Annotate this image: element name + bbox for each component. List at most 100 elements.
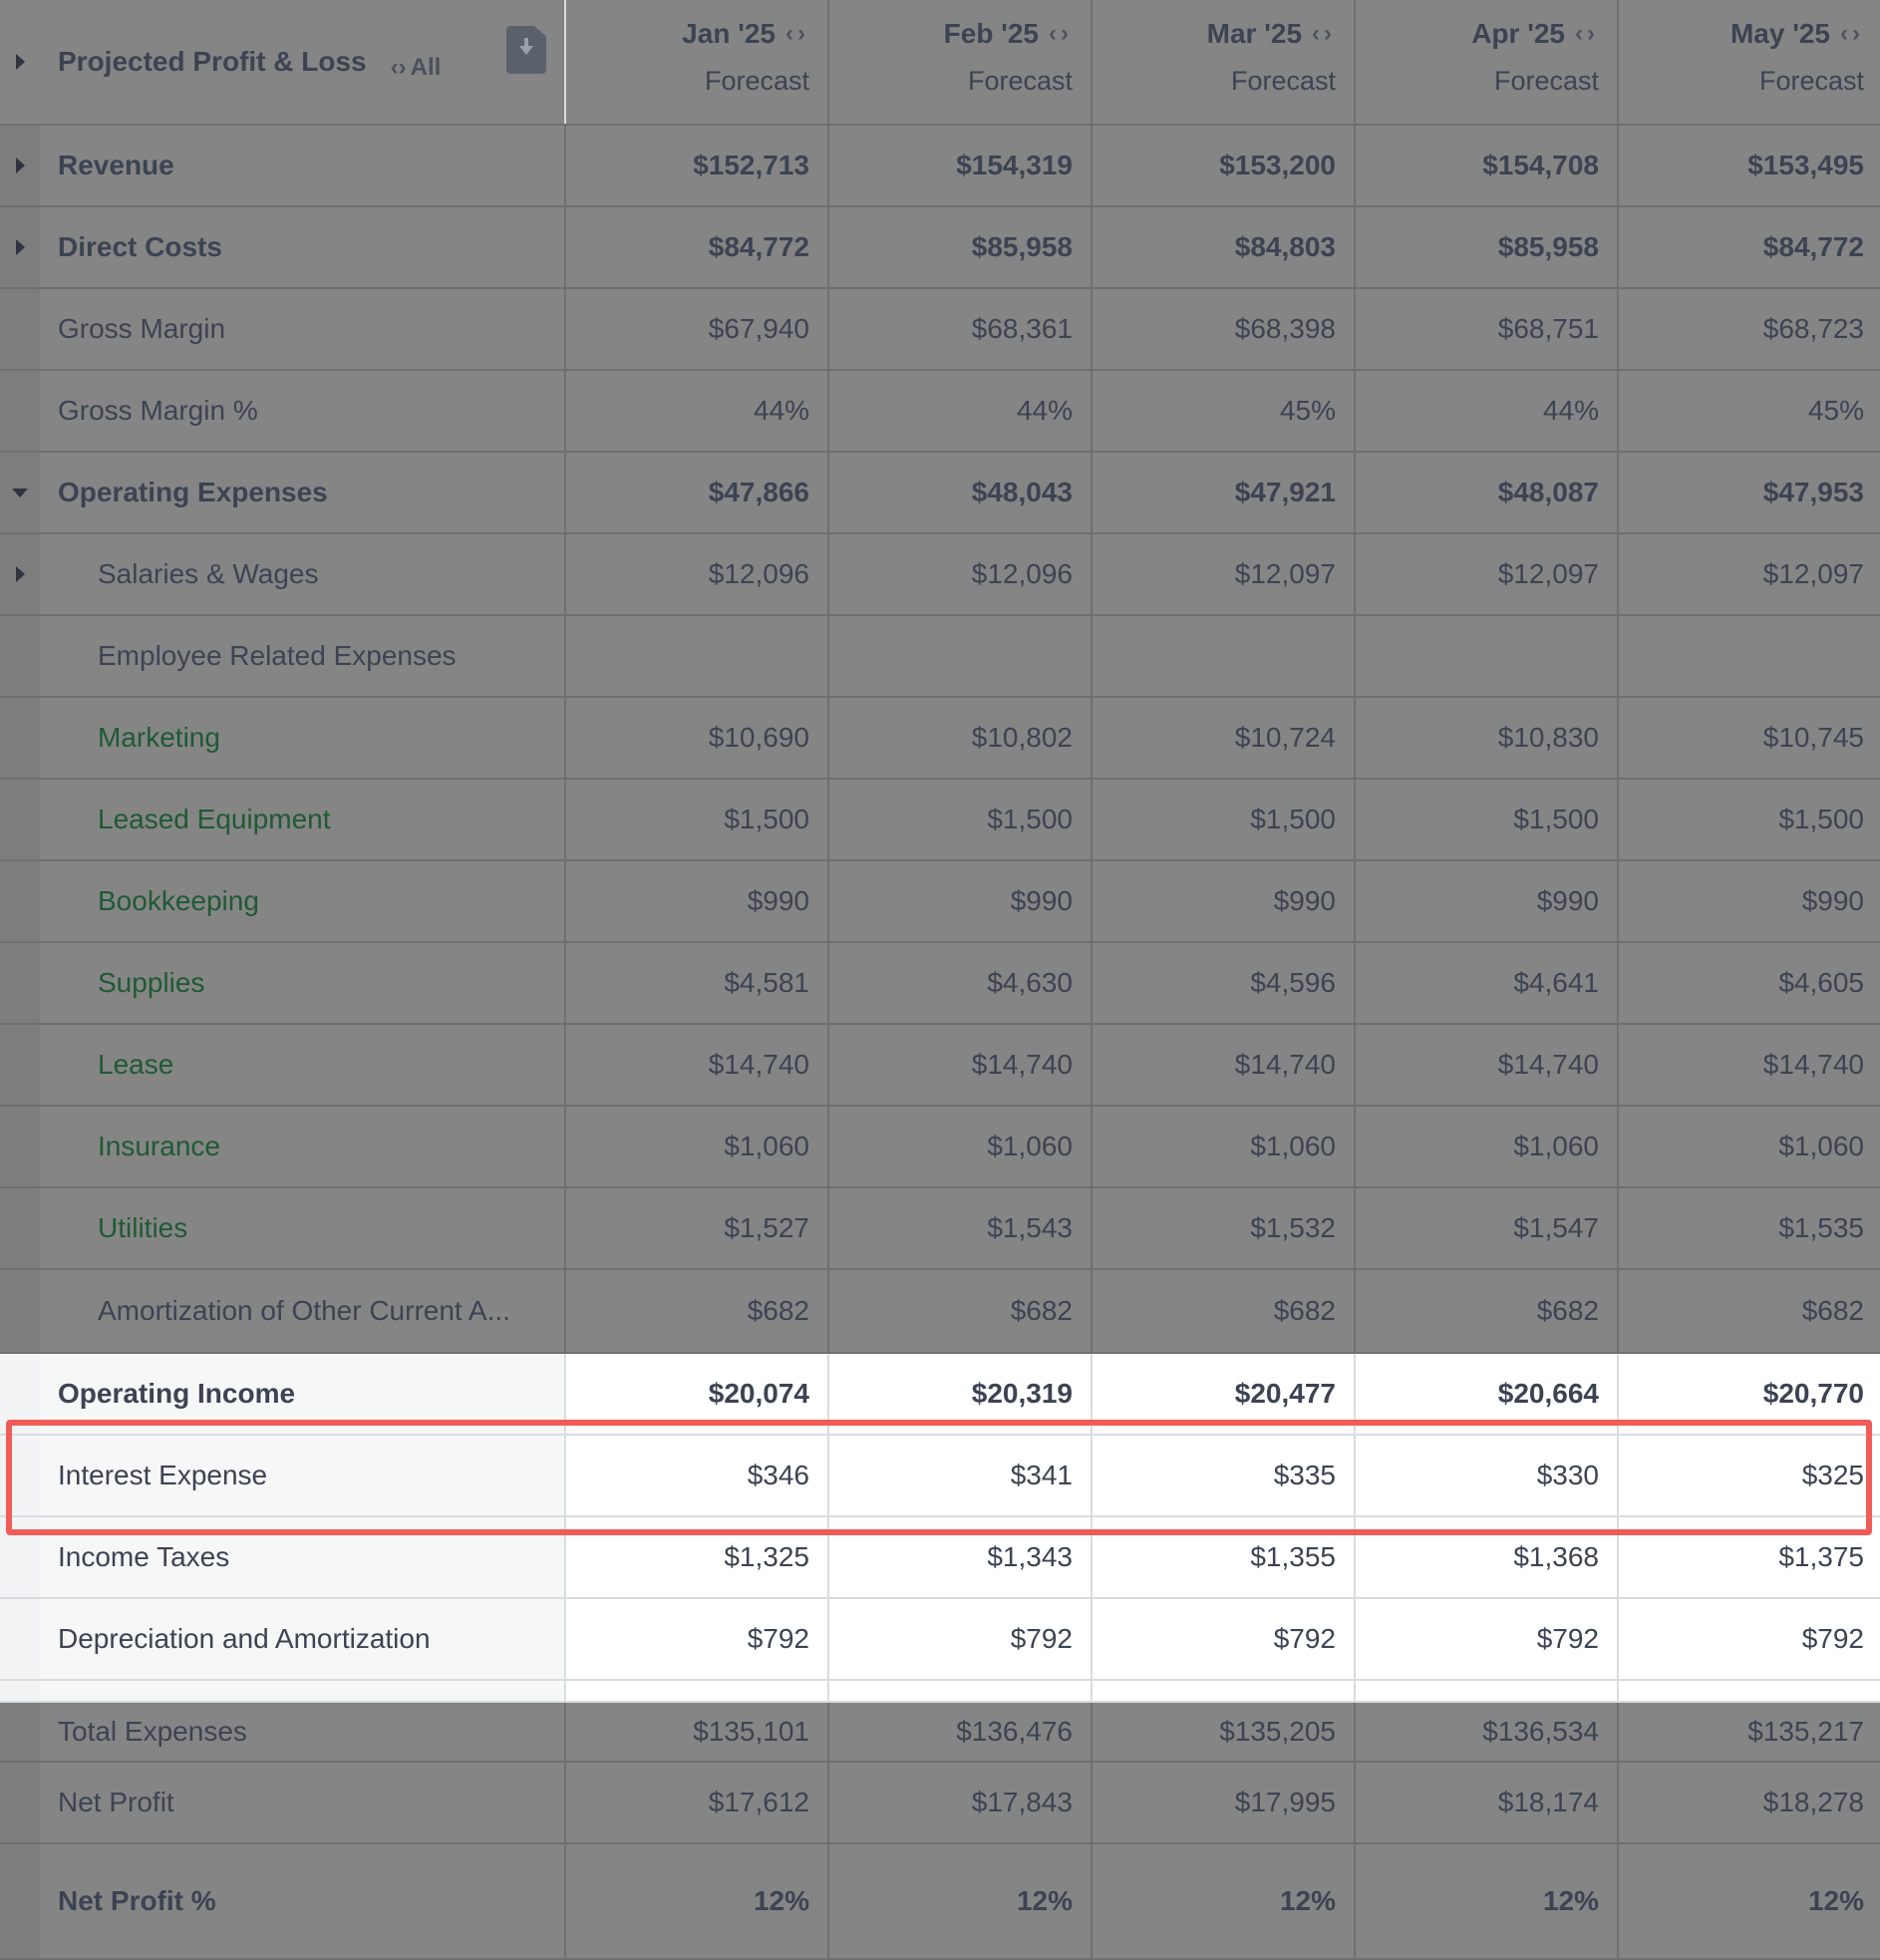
editable-item-link[interactable]: Utilities (40, 1188, 566, 1268)
row-label: Gross Margin % (40, 371, 566, 451)
table-cell: 12% (1093, 1844, 1356, 1958)
table-cell: $20,664 (1356, 1354, 1619, 1434)
month-header-may: May '25 ‹› Forecast (1619, 0, 1880, 124)
table-row-interest-expense[interactable]: Interest Expense $346 $341 $335 $330 $325 (0, 1436, 1880, 1517)
table-cell: $136,476 (829, 1703, 1093, 1761)
month-header-apr: Apr '25 ‹› Forecast (1356, 0, 1619, 124)
table-row[interactable]: Employee Related Expenses (0, 616, 1880, 698)
table-row[interactable]: Gross Margin % 44% 44% 45% 44% 45% (0, 371, 1880, 453)
table-cell: $47,921 (1093, 453, 1356, 532)
row-expand-toggle[interactable] (0, 207, 40, 287)
table-row[interactable]: Net Profit $17,612 $17,843 $17,995 $18,174 $… (0, 1763, 1880, 1844)
row-expand-toggle[interactable] (0, 126, 40, 205)
document-download-icon[interactable] (506, 26, 546, 74)
table-row[interactable]: Direct Costs $84,772 $85,958 $84,803 $85,95… (0, 207, 1880, 289)
row-values (566, 616, 1880, 696)
row-label: Forecast (1758, 66, 1864, 96)
prev-next-icon[interactable]: ‹› (1049, 20, 1073, 47)
row-collapse-toggle[interactable] (0, 453, 40, 532)
table-row[interactable]: Insurance $1,060 $1,060 $1,060 $1,060 $1,060 (0, 1107, 1880, 1188)
table-cell: $20,770 (1762, 1378, 1864, 1409)
row-label: May '25 (1729, 18, 1831, 49)
caret-down-icon (12, 488, 28, 497)
prev-next-icon[interactable]: ‹› (1312, 20, 1336, 47)
table-row[interactable]: Depreciation and Amortization $792 $792 $7… (0, 1599, 1880, 1681)
table-cell: $1,532 (1093, 1188, 1356, 1268)
table-cell: $154,319 (829, 126, 1093, 205)
editable-item-link[interactable]: Insurance (40, 1107, 566, 1186)
table-cell: 44% (566, 371, 829, 451)
row-gutter (0, 1270, 40, 1352)
table-cell: $682 (1801, 1295, 1864, 1326)
spacer-row (0, 1681, 1880, 1703)
row-gutter (0, 780, 40, 859)
table-cell: $1,325 (566, 1517, 829, 1597)
table-cell: $4,630 (829, 943, 1093, 1023)
table-cell (1619, 616, 1880, 696)
row-gutter (0, 698, 40, 778)
editable-item-link[interactable]: Leased Equipment (40, 780, 566, 859)
table-cell: $792 (829, 1599, 1093, 1679)
editable-item-link[interactable]: Marketing (40, 698, 566, 778)
table-cell: $682 (1356, 1270, 1619, 1352)
table-cell: $68,398 (1093, 289, 1356, 369)
table-cell: $1,060 (829, 1107, 1093, 1186)
table-cell: $17,995 (1093, 1763, 1356, 1842)
editable-item-link[interactable]: Bookkeeping (40, 861, 566, 941)
table-row[interactable]: Amortization of Other Current A... $682 $… (0, 1270, 1880, 1354)
row-label: Direct Costs (40, 207, 566, 287)
table-cell: $12,096 (829, 534, 1093, 614)
table-cell: $1,535 (1778, 1212, 1864, 1243)
table-row[interactable]: Supplies $4,581 $4,630 $4,596 $4,641 $4,605 (0, 943, 1880, 1025)
table-row[interactable]: Marketing $10,690 $10,802 $10,724 $10,830 $1… (0, 698, 1880, 780)
caret-right-icon (15, 54, 25, 70)
prev-next-icon[interactable]: ‹› (785, 20, 809, 47)
row-label: Net Profit (40, 1763, 566, 1842)
table-row[interactable]: Net Profit % 12% 12% 12% 12% 12% (0, 1844, 1880, 1960)
row-values: $10,690 $10,802 $10,724 $10,830 $10,745 (566, 698, 1880, 778)
table-row[interactable]: Total Expenses $135,101 $136,476 $135,205 $… (0, 1703, 1880, 1763)
table-title-cell: Projected Profit & Loss ‹› All (40, 0, 566, 124)
table-header: Projected Profit & Loss ‹› All Jan '25 ‹› F… (0, 0, 1880, 126)
table-row[interactable]: Leased Equipment $1,500 $1,500 $1,500 $1,50… (0, 780, 1880, 861)
month-header-feb: Feb '25 ‹› Forecast (829, 0, 1093, 124)
table-cell: $20,074 (566, 1354, 829, 1434)
row-values: $20,074 $20,319 $20,477 $20,664 $20,770 (566, 1354, 1880, 1434)
table-cell: $1,500 (566, 780, 829, 859)
row-label: Apr '25 (1471, 18, 1566, 49)
row-label: Forecast (1493, 66, 1599, 96)
table-cell: $12,096 (566, 534, 829, 614)
editable-item-link[interactable]: Lease (40, 1025, 566, 1105)
editable-item-link[interactable]: Supplies (40, 943, 566, 1023)
table-row[interactable]: Bookkeeping $990 $990 $990 $990 $990 (0, 861, 1880, 943)
table-cell: $1,355 (1093, 1517, 1356, 1597)
row-gutter (0, 1681, 40, 1701)
prev-next-icon[interactable]: ‹› (1575, 20, 1599, 47)
table-row[interactable]: Lease $14,740 $14,740 $14,740 $14,740 $14,74… (0, 1025, 1880, 1107)
table-cell: 44% (829, 371, 1093, 451)
table-row[interactable]: Gross Margin $67,940 $68,361 $68,398 $68,75… (0, 289, 1880, 371)
table-cell: $20,477 (1093, 1354, 1356, 1434)
row-gutter (0, 861, 40, 941)
table-cell: $10,724 (1093, 698, 1356, 778)
table-row[interactable]: Income Taxes $1,325 $1,343 $1,355 $1,368 $1,… (0, 1517, 1880, 1599)
row-expand-toggle[interactable] (0, 534, 40, 614)
show-all-link[interactable]: ‹› All (391, 54, 442, 82)
prev-next-icon[interactable]: ‹› (1840, 20, 1864, 47)
row-label: Employee Related Expenses (40, 616, 566, 696)
table-cell: $682 (566, 1270, 829, 1352)
row-values: $84,772 $85,958 $84,803 $85,958 $84,772 (566, 207, 1880, 287)
table-row[interactable]: Revenue $152,713 $154,319 $153,200 $154,708… (0, 126, 1880, 207)
table-row[interactable]: Operating Expenses $47,866 $48,043 $47,921… (0, 453, 1880, 534)
table-cell (566, 616, 829, 696)
row-values: $4,581 $4,630 $4,596 $4,641 $4,605 (566, 943, 1880, 1023)
table-cell (829, 616, 1093, 696)
table-row[interactable]: Salaries & Wages $12,096 $12,096 $12,097 $1… (0, 534, 1880, 616)
table-cell: 12% (1807, 1885, 1864, 1916)
table-cell: 45% (1093, 371, 1356, 451)
header-expand-toggle[interactable] (0, 0, 40, 124)
table-row[interactable]: Utilities $1,527 $1,543 $1,532 $1,547 $1,535 (0, 1188, 1880, 1270)
table-cell: $341 (829, 1436, 1093, 1515)
table-row[interactable]: Operating Income $20,074 $20,319 $20,477 $2… (0, 1354, 1880, 1436)
table-cell: $792 (566, 1599, 829, 1679)
